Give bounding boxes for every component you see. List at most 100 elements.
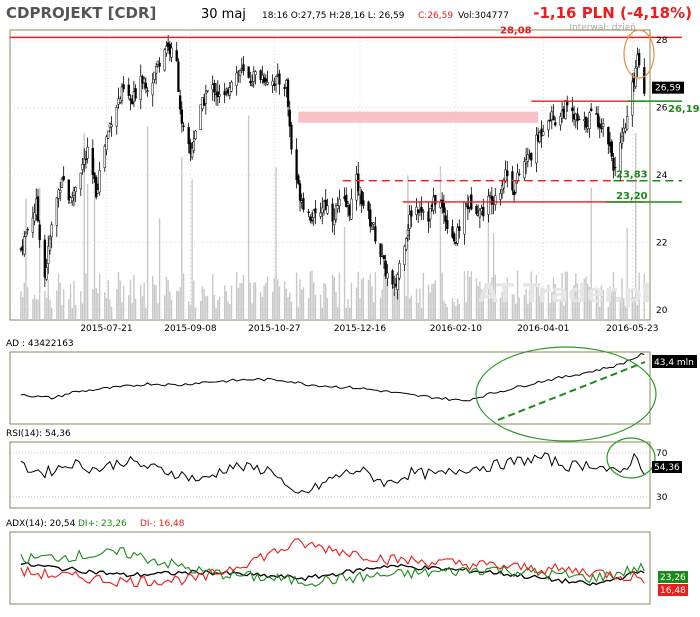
volume-bar	[266, 276, 269, 320]
volume-bar	[235, 271, 238, 320]
volume-bar	[215, 307, 217, 320]
highlight-ellipse-price	[623, 29, 655, 79]
candle-body	[324, 199, 327, 210]
candle-body	[370, 226, 374, 230]
volume-bar	[513, 294, 515, 320]
candle-body	[249, 80, 252, 84]
volume-bar	[251, 303, 253, 320]
volume-bar	[350, 282, 353, 320]
volume-bar	[576, 283, 579, 320]
rsi-last-label: 54,36	[654, 463, 680, 473]
candle-body	[134, 88, 137, 99]
ticker-title: CDPROJEKT [CDR]	[6, 4, 156, 22]
volume-bar	[275, 167, 277, 320]
volume-bar	[371, 285, 373, 320]
volume-bar	[57, 273, 60, 320]
volume-bar	[62, 289, 65, 320]
candle-body	[266, 81, 269, 85]
candle-body	[230, 81, 233, 92]
volume-bar	[374, 272, 377, 320]
volume-bar	[167, 279, 169, 320]
volume-value: Vol:304777	[458, 11, 509, 21]
candle-body	[165, 45, 168, 54]
volume-bar	[492, 233, 495, 320]
candle-body	[127, 84, 130, 96]
volume-bar	[503, 282, 505, 320]
volume-bar	[86, 184, 89, 320]
candle-body	[336, 205, 339, 210]
volume-bar	[504, 294, 507, 320]
candle-body	[530, 153, 533, 161]
adx-panel: ADX(14): 20,54 DI+: 23,26 DI-: 16,48 23,…	[6, 519, 688, 605]
candle-body	[175, 50, 178, 62]
resistance-zone	[298, 111, 539, 123]
rsi-series-line	[20, 452, 645, 494]
volume-bar	[333, 276, 335, 320]
volume-bar	[528, 289, 531, 320]
price-x-ticks: 2015-07-21 2015-09-08 2015-10-27 2015-12-16…	[80, 324, 658, 334]
volume-bar	[44, 290, 46, 320]
volume-bar	[285, 288, 288, 320]
ad-highlight-ellipse	[475, 346, 657, 442]
candle-body	[319, 212, 322, 217]
rsi-highlight-ellipse	[606, 437, 656, 479]
volume-bar	[321, 307, 323, 320]
candle-body	[307, 211, 310, 214]
volume-bar	[347, 299, 349, 320]
candle-body	[559, 116, 562, 126]
volume-bar	[181, 156, 183, 320]
candle-body	[523, 161, 526, 179]
candle-body	[187, 127, 190, 145]
candle-body	[122, 84, 125, 90]
volume-bar	[362, 277, 365, 320]
volume-bar	[439, 166, 442, 320]
volume-bar	[128, 295, 130, 320]
x-tick-label: 2015-12-16	[334, 324, 387, 334]
volume-bar	[271, 291, 274, 320]
candle-body	[410, 210, 413, 217]
candle-body	[314, 208, 317, 214]
candle-body	[24, 232, 28, 238]
volume-bar	[92, 288, 94, 320]
candle-body	[321, 207, 324, 214]
volume-bar	[372, 302, 375, 320]
candle-body	[252, 71, 255, 82]
volume-bar	[74, 304, 77, 320]
volume-bar	[225, 291, 228, 320]
volume-bar	[307, 298, 310, 320]
volume-bar	[475, 278, 478, 320]
volume-bar	[146, 126, 149, 321]
candle-body	[261, 74, 264, 80]
candle-body	[144, 82, 148, 89]
candle-body	[333, 219, 336, 225]
volume-bar	[477, 285, 479, 320]
volume-bar	[595, 287, 598, 320]
candle-body	[177, 61, 180, 92]
candle-body	[584, 116, 588, 128]
candle-body	[43, 239, 46, 278]
volume-bar	[110, 306, 113, 320]
price-level-label: 23,20	[616, 191, 648, 202]
volume-bar	[611, 291, 613, 320]
volume-bar	[537, 287, 539, 320]
volume-bar	[259, 291, 262, 320]
volume-bar	[614, 290, 616, 320]
candle-body	[182, 125, 185, 127]
adx-di-plus-legend: DI+: 23,26	[78, 519, 127, 529]
price-panel: AT Trader.pl 28,08 26,19 23,83 23,20 26,59 2…	[9, 25, 700, 334]
candle-body	[178, 95, 182, 110]
y-tick-label: 28	[656, 36, 668, 46]
candle-body	[286, 79, 290, 107]
volume-bar	[169, 291, 171, 320]
candle-body	[596, 113, 600, 127]
candle-body	[506, 170, 509, 177]
ad-title: AD : 43422163	[6, 339, 74, 349]
volume-bar	[45, 297, 48, 320]
volume-bar	[25, 199, 27, 320]
volume-bar	[638, 272, 640, 320]
adx-di-minus-legend: DI-: 16,48	[140, 519, 185, 529]
volume-bar	[432, 283, 435, 320]
candle-body	[98, 170, 101, 193]
volume-bar	[297, 307, 300, 320]
volume-bar	[104, 292, 106, 320]
